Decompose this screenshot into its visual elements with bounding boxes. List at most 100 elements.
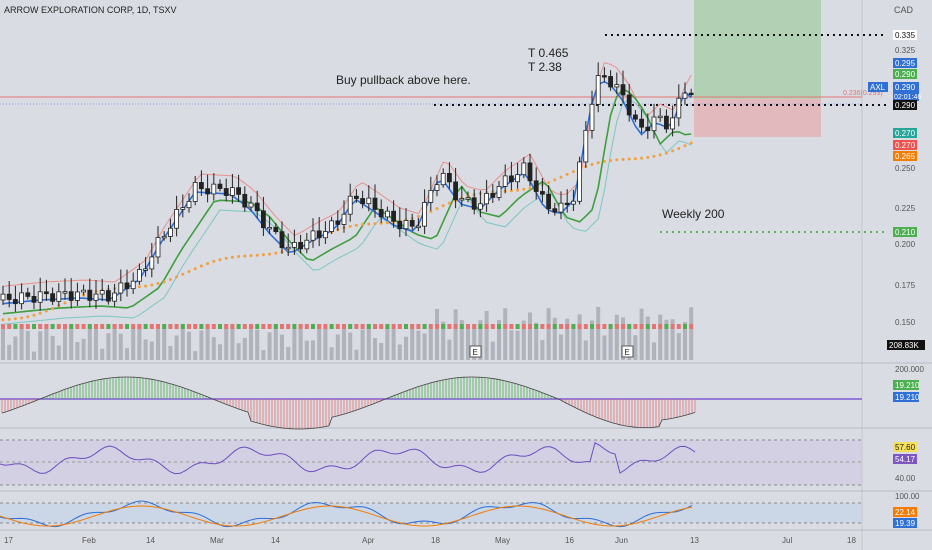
signal-dot bbox=[652, 324, 656, 329]
signal-dot bbox=[255, 324, 260, 329]
candle bbox=[205, 174, 211, 203]
macd-histogram bbox=[1, 377, 696, 429]
trail-dot bbox=[51, 307, 55, 310]
signal-dot bbox=[540, 324, 545, 329]
trail-dot bbox=[206, 262, 210, 266]
candlestick-series[interactable] bbox=[0, 62, 694, 312]
volume-bar bbox=[100, 348, 105, 360]
candle bbox=[583, 120, 589, 168]
candle bbox=[540, 178, 545, 203]
signal-dot bbox=[614, 324, 619, 329]
candle bbox=[614, 72, 620, 95]
volume-bar bbox=[683, 322, 687, 360]
time-axis[interactable]: 17 Feb 14 Mar 14 Apr 18 May 16 Jun 13 Ju… bbox=[4, 536, 856, 545]
signal-dot bbox=[360, 324, 365, 329]
candle bbox=[440, 168, 446, 188]
volume-bar bbox=[664, 319, 669, 360]
signal-dot bbox=[633, 324, 638, 329]
signal-dot bbox=[366, 324, 371, 329]
signal-dot bbox=[323, 324, 328, 329]
candle bbox=[143, 257, 149, 277]
volume-bar bbox=[447, 339, 452, 360]
signal-dot bbox=[404, 324, 408, 329]
volume-bar bbox=[565, 318, 570, 360]
candle bbox=[180, 194, 186, 218]
candle bbox=[31, 285, 37, 310]
signal-dot bbox=[608, 324, 613, 329]
candle bbox=[12, 285, 18, 312]
trail-dot bbox=[373, 222, 377, 226]
volume-bar bbox=[236, 343, 241, 360]
volume-bar bbox=[515, 330, 520, 360]
candle bbox=[37, 277, 43, 311]
macd-tag-2: 19.210 bbox=[893, 392, 920, 402]
signal-dot bbox=[676, 324, 681, 329]
candle bbox=[360, 190, 366, 209]
candle bbox=[422, 189, 428, 234]
candle bbox=[434, 175, 440, 197]
volume-bar bbox=[391, 326, 396, 360]
candle bbox=[664, 109, 669, 134]
svg-text:02:01:46: 02:01:46 bbox=[894, 94, 921, 101]
candle bbox=[155, 226, 161, 264]
earnings-marker-1[interactable]: E bbox=[469, 345, 482, 358]
candle bbox=[589, 90, 595, 139]
svg-text:AXL: AXL bbox=[870, 83, 886, 92]
signal-dot bbox=[577, 324, 582, 329]
volume-bar bbox=[56, 345, 61, 360]
trail-dot bbox=[615, 158, 619, 162]
svg-text:0.250: 0.250 bbox=[895, 164, 916, 173]
trail-dot bbox=[237, 255, 241, 258]
volume-bar bbox=[329, 347, 334, 360]
candle bbox=[552, 202, 558, 216]
signal-dots-row bbox=[1, 324, 694, 329]
volume-bar bbox=[627, 325, 632, 360]
candle bbox=[378, 199, 384, 223]
candle bbox=[527, 153, 533, 187]
svg-text:0.200: 0.200 bbox=[895, 240, 916, 249]
signal-dot bbox=[56, 324, 61, 329]
E-earnings-marker-icon bbox=[469, 345, 482, 358]
price-axis[interactable]: 0.325 0.250 0.225 0.200 0.175 0.150 bbox=[895, 46, 916, 327]
volume-bar bbox=[366, 324, 371, 360]
svg-text:E: E bbox=[473, 348, 478, 357]
svg-text:Jun: Jun bbox=[615, 536, 628, 545]
trail-dot bbox=[162, 280, 166, 284]
signal-dot bbox=[19, 324, 24, 329]
trail-dot bbox=[683, 144, 687, 148]
signal-dot bbox=[689, 324, 694, 329]
earnings-marker-2[interactable]: E bbox=[621, 345, 634, 358]
signal-dot bbox=[112, 324, 117, 329]
volume-bar bbox=[639, 308, 644, 360]
volume-bar bbox=[187, 331, 191, 360]
candle bbox=[149, 242, 155, 278]
volume-bar bbox=[193, 351, 198, 360]
volume-bar bbox=[249, 324, 253, 360]
volume-bar bbox=[410, 324, 415, 360]
candle bbox=[329, 216, 335, 235]
svg-text:Jul: Jul bbox=[782, 536, 792, 545]
candle bbox=[81, 284, 86, 296]
trail-dot bbox=[32, 313, 36, 317]
volume-bar bbox=[63, 327, 67, 360]
volume-bar bbox=[81, 338, 86, 360]
candle bbox=[688, 88, 694, 97]
trail-dot bbox=[385, 221, 389, 225]
candle bbox=[192, 176, 198, 206]
target-annotation-2: T 2.38 bbox=[528, 60, 562, 74]
signal-dot bbox=[1, 324, 5, 329]
trail-dot bbox=[522, 187, 526, 191]
signal-dot bbox=[180, 324, 185, 329]
signal-dot bbox=[199, 324, 204, 329]
candle bbox=[6, 281, 12, 308]
volume-bar bbox=[32, 351, 36, 360]
price-tag-volume: 208.83K bbox=[887, 340, 925, 350]
volume-bar bbox=[50, 335, 55, 360]
candle bbox=[0, 285, 6, 305]
volume-bar bbox=[385, 326, 390, 360]
signal-dot bbox=[273, 324, 278, 329]
volume-bar bbox=[69, 325, 74, 360]
signal-dot bbox=[137, 324, 142, 329]
candle bbox=[521, 157, 527, 179]
